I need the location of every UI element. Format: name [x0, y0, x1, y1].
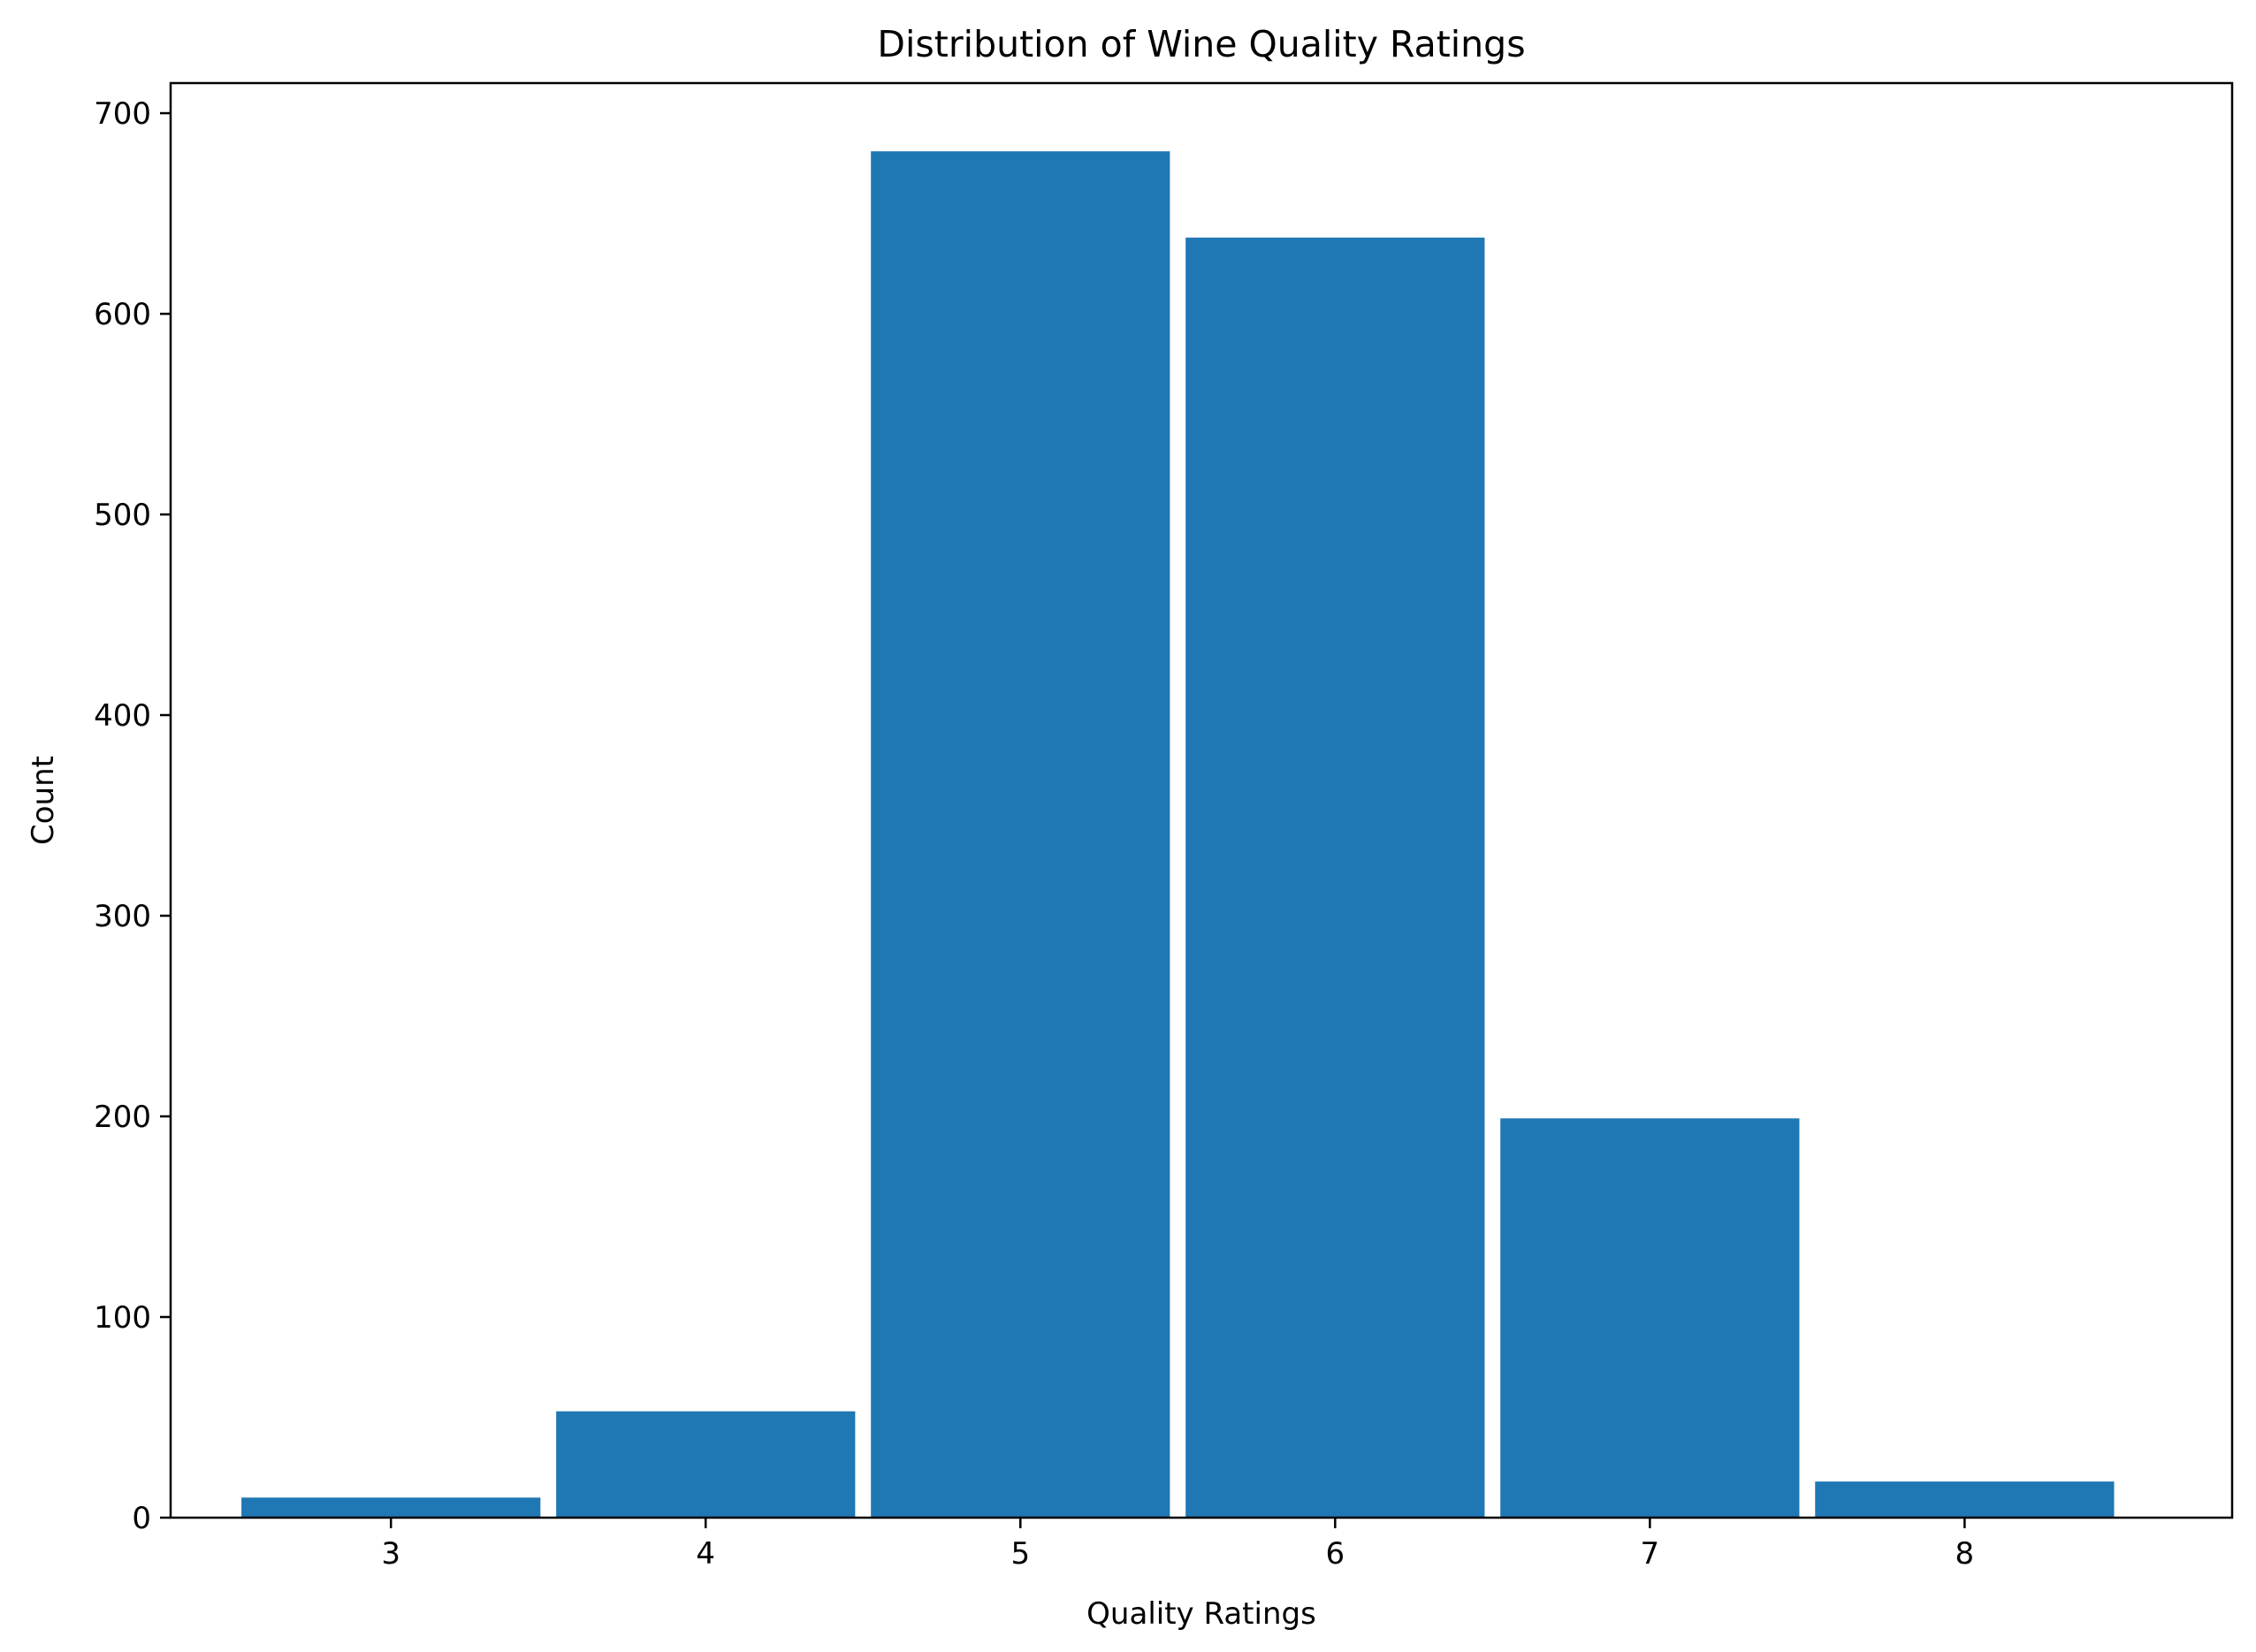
y-tick-label: 500: [94, 498, 151, 533]
x-axis-title: Quality Ratings: [1086, 1596, 1316, 1632]
y-tick-label: 600: [94, 297, 151, 332]
x-tick-label: 4: [696, 1536, 715, 1572]
y-tick-label: 0: [132, 1501, 151, 1536]
x-tick-label: 5: [1010, 1536, 1030, 1572]
plot-frame: [169, 81, 2234, 1519]
bars-layer: [241, 151, 2115, 1519]
bar-4: [556, 1411, 856, 1518]
y-tick-label: 400: [94, 698, 151, 734]
y-axis-title: Count: [26, 756, 61, 845]
bar-5: [871, 151, 1170, 1519]
x-tick-label: 7: [1641, 1536, 1660, 1572]
y-axis-ticks: 0 100 200 300 400 500 600 700: [94, 96, 171, 1536]
bar-3: [241, 1497, 541, 1518]
x-tick-label: 3: [381, 1536, 400, 1572]
bar-6: [1185, 237, 1485, 1518]
x-tick-label: 8: [1955, 1536, 1975, 1572]
x-tick-label: 6: [1325, 1536, 1345, 1572]
bar-7: [1500, 1118, 1800, 1518]
y-tick-label: 200: [94, 1100, 151, 1135]
bar-8: [1815, 1481, 2115, 1518]
x-axis-ticks: 3 4 5 6 7 8: [381, 1518, 1974, 1572]
y-tick-label: 700: [94, 96, 151, 132]
y-tick-label: 300: [94, 899, 151, 934]
y-tick-label: 100: [94, 1300, 151, 1336]
chart-title: Distribution of Wine Quality Ratings: [877, 23, 1525, 65]
